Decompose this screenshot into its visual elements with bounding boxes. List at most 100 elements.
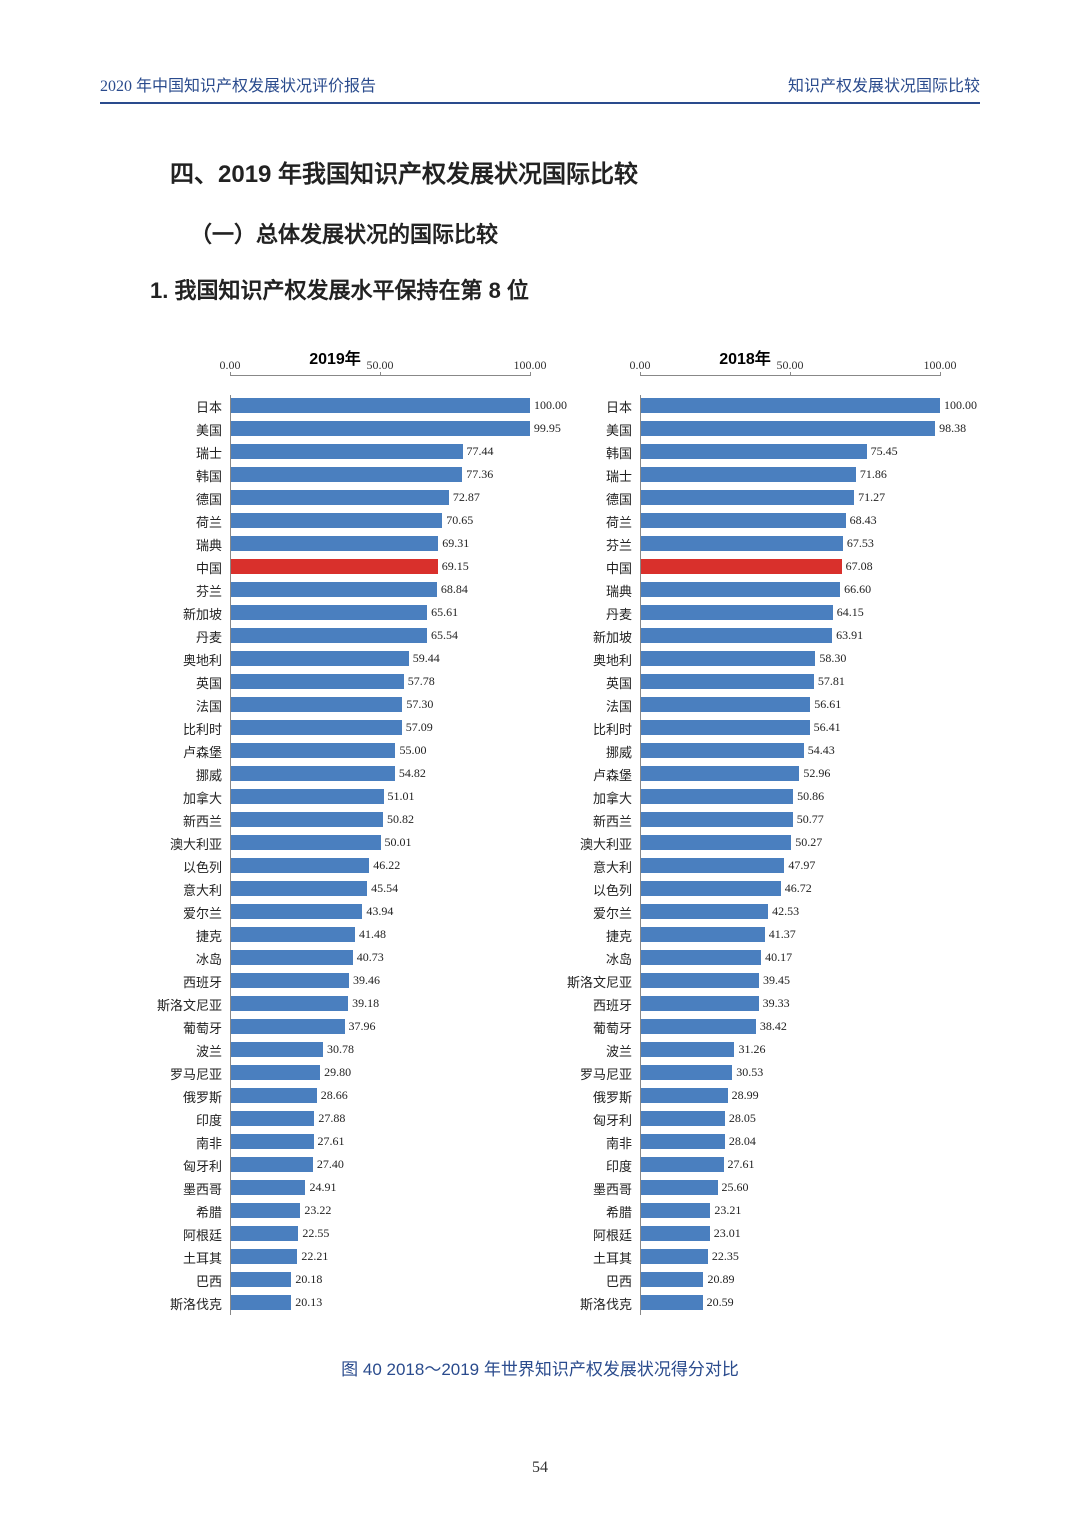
bar-fill	[641, 1065, 732, 1080]
bar-value-label: 67.53	[847, 536, 874, 551]
axis-tick-label: 0.00	[630, 358, 651, 373]
bar-country-label: 丹麦	[550, 604, 640, 623]
bar-value-label: 64.15	[837, 605, 864, 620]
bar-row: 法国57.30	[140, 694, 530, 717]
bar-fill	[231, 513, 442, 528]
bar-row: 印度27.88	[140, 1108, 530, 1131]
bar-value-label: 57.30	[406, 697, 433, 712]
bar-fill	[231, 1157, 313, 1172]
bar-row: 荷兰70.65	[140, 510, 530, 533]
bar-value-label: 38.42	[760, 1019, 787, 1034]
bar-value-label: 28.04	[729, 1134, 756, 1149]
bar-fill	[231, 559, 438, 574]
bar-track: 47.97	[640, 855, 940, 878]
bar-value-label: 77.44	[467, 444, 494, 459]
bar-row: 奥地利58.30	[550, 648, 940, 671]
chart-2018: 2018年 0.0050.00100.00 日本100.00美国98.38韩国7…	[550, 345, 940, 1315]
bar-country-label: 斯洛伐克	[550, 1294, 640, 1313]
bar-row: 挪威54.82	[140, 763, 530, 786]
bar-track: 77.44	[230, 441, 530, 464]
bar-fill	[641, 398, 940, 413]
bar-country-label: 比利时	[140, 719, 230, 738]
bar-country-label: 巴西	[550, 1271, 640, 1290]
bar-value-label: 28.05	[729, 1111, 756, 1126]
bar-fill	[231, 467, 462, 482]
bar-country-label: 希腊	[550, 1202, 640, 1221]
bar-country-label: 法国	[550, 696, 640, 715]
bar-fill	[641, 812, 793, 827]
bar-track: 50.86	[640, 786, 940, 809]
bar-row: 波兰30.78	[140, 1039, 530, 1062]
bar-fill	[641, 490, 854, 505]
bar-track: 69.15	[230, 556, 530, 579]
bar-value-label: 75.45	[871, 444, 898, 459]
bar-country-label: 奥地利	[140, 650, 230, 669]
bar-country-label: 阿根廷	[140, 1225, 230, 1244]
bar-row: 卢森堡55.00	[140, 740, 530, 763]
bar-track: 20.59	[640, 1292, 940, 1315]
bar-row: 瑞士71.86	[550, 464, 940, 487]
bar-row: 波兰31.26	[550, 1039, 940, 1062]
bar-country-label: 中国	[550, 558, 640, 577]
bar-country-label: 南非	[140, 1133, 230, 1152]
bar-country-label: 荷兰	[550, 512, 640, 531]
page-number: 54	[0, 1459, 1080, 1477]
bar-track: 68.43	[640, 510, 940, 533]
bar-value-label: 23.21	[714, 1203, 741, 1218]
bar-row: 匈牙利28.05	[550, 1108, 940, 1131]
bar-row: 韩国75.45	[550, 441, 940, 464]
bar-value-label: 27.61	[728, 1157, 755, 1172]
bar-track: 54.43	[640, 740, 940, 763]
bar-track: 39.46	[230, 970, 530, 993]
bar-fill	[231, 1226, 298, 1241]
bar-row: 斯洛伐克20.13	[140, 1292, 530, 1315]
bar-track: 27.61	[640, 1154, 940, 1177]
bar-country-label: 德国	[550, 489, 640, 508]
bar-track: 52.96	[640, 763, 940, 786]
bar-fill	[231, 444, 463, 459]
bar-country-label: 加拿大	[140, 788, 230, 807]
bar-row: 印度27.61	[550, 1154, 940, 1177]
bar-track: 68.84	[230, 579, 530, 602]
bar-value-label: 98.38	[939, 421, 966, 436]
bar-fill	[641, 513, 846, 528]
bar-value-label: 39.18	[352, 996, 379, 1011]
bar-country-label: 加拿大	[550, 788, 640, 807]
bar-row: 葡萄牙37.96	[140, 1016, 530, 1039]
bar-country-label: 挪威	[550, 742, 640, 761]
bar-country-label: 以色列	[140, 857, 230, 876]
bar-track: 100.00	[640, 395, 940, 418]
bar-value-label: 63.91	[836, 628, 863, 643]
chart-2019: 2019年 0.0050.00100.00 日本100.00美国99.95瑞士7…	[140, 345, 530, 1315]
bar-country-label: 英国	[140, 673, 230, 692]
bar-row: 德国 71.27	[550, 487, 940, 510]
bar-track: 46.22	[230, 855, 530, 878]
bar-country-label: 波兰	[140, 1041, 230, 1060]
bar-fill	[231, 904, 362, 919]
bar-value-label: 52.96	[803, 766, 830, 781]
bar-country-label: 土耳其	[550, 1248, 640, 1267]
bar-country-label: 韩国	[140, 466, 230, 485]
bar-country-label: 日本	[140, 397, 230, 416]
bar-value-label: 20.89	[707, 1272, 734, 1287]
bar-track: 30.53	[640, 1062, 940, 1085]
bar-country-label: 美国	[140, 420, 230, 439]
bar-row: 土耳其22.21	[140, 1246, 530, 1269]
bar-track: 63.91	[640, 625, 940, 648]
bar-country-label: 葡萄牙	[550, 1018, 640, 1037]
bar-track: 40.17	[640, 947, 940, 970]
bar-value-label: 66.60	[844, 582, 871, 597]
bar-track: 28.05	[640, 1108, 940, 1131]
bar-country-label: 巴西	[140, 1271, 230, 1290]
bar-fill	[231, 536, 438, 551]
bar-row: 捷克41.37	[550, 924, 940, 947]
bar-track: 57.30	[230, 694, 530, 717]
bar-fill	[231, 835, 381, 850]
bar-value-label: 54.43	[808, 743, 835, 758]
bar-value-label: 71.27	[858, 490, 885, 505]
bar-track: 22.21	[230, 1246, 530, 1269]
bar-row: 法国56.61	[550, 694, 940, 717]
bar-track: 50.82	[230, 809, 530, 832]
bar-country-label: 意大利	[140, 880, 230, 899]
bar-row: 意大利47.97	[550, 855, 940, 878]
